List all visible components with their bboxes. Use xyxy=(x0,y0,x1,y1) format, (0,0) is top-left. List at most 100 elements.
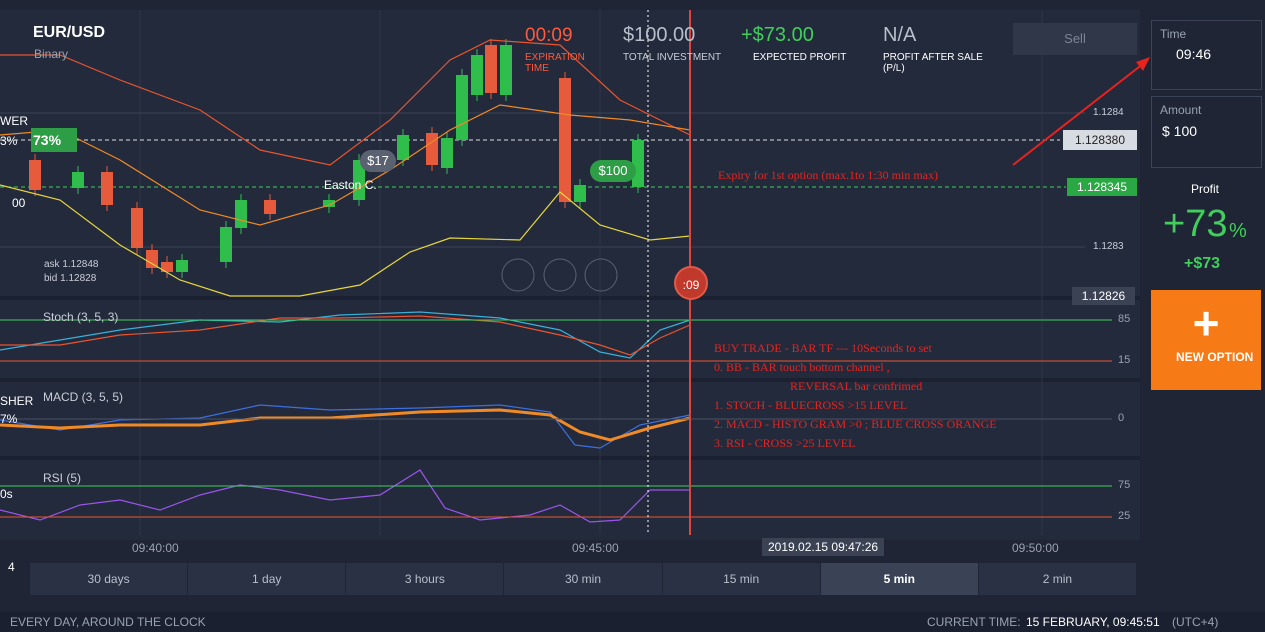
candle xyxy=(176,260,188,272)
footer xyxy=(0,612,1265,632)
candle xyxy=(397,135,409,160)
candle xyxy=(559,78,571,202)
candle xyxy=(456,75,468,140)
candle xyxy=(235,200,247,228)
strategy-note: BUY TRADE - BAR TF --- 10Seconds to set xyxy=(714,341,932,355)
candle xyxy=(426,133,438,165)
chart-canvas xyxy=(0,10,1150,535)
candle xyxy=(101,172,113,205)
plus-icon: + xyxy=(1192,297,1220,349)
strategy-note: 2. MACD - HISTO GRAM >0 ; BLUE CROSS ORA… xyxy=(714,417,997,431)
timeframe-tab[interactable]: 30 min xyxy=(504,563,662,595)
timer: 00:09 xyxy=(525,25,573,46)
sale-profit-label: PROFIT AFTER SALE (P/L) xyxy=(883,52,983,74)
timeframe-tab[interactable]: 30 days xyxy=(30,563,188,595)
macd-blue xyxy=(0,404,691,449)
arrow xyxy=(1012,59,1149,166)
other-trader: Easton C. xyxy=(324,178,377,192)
candle xyxy=(146,250,158,268)
time-label: 09:40:00 xyxy=(132,541,179,555)
strategy-note: 3. RSI - CROSS >25 LEVEL xyxy=(714,436,856,450)
expected-profit-label: EXPECTED PROFIT xyxy=(753,52,847,63)
zoom-button xyxy=(501,258,535,292)
candle xyxy=(485,45,497,93)
timeframe-tab[interactable]: 3 hours xyxy=(346,563,504,595)
edge-text: 4 xyxy=(8,560,15,574)
zoom-button xyxy=(584,258,618,292)
indicator-level: 75 xyxy=(1118,479,1131,491)
time-box[interactable] xyxy=(1151,20,1262,90)
indicator-level: 15 xyxy=(1118,354,1131,366)
investment: $100.00 xyxy=(623,24,696,46)
edge-text: 0s xyxy=(0,487,13,501)
expected-profit: +$73.00 xyxy=(741,24,814,46)
price-label: 1.1283 xyxy=(1093,241,1124,252)
low-price: 1.12826 xyxy=(1072,287,1135,305)
indicator-name: RSI (5) xyxy=(43,471,82,485)
strategy-note: 0. BB - BAR touch bottom channel , xyxy=(714,360,890,374)
payout: 73% xyxy=(31,128,77,152)
bid: bid 1.12828 xyxy=(44,273,97,284)
countdown: :09 xyxy=(674,266,708,300)
candle xyxy=(29,160,41,190)
timeframe-tab[interactable]: 2 min xyxy=(978,563,1136,595)
amount-label: Amount xyxy=(1160,103,1202,117)
bb-mid xyxy=(0,104,691,226)
macd-orange xyxy=(0,408,691,442)
timezone: (UTC+4) xyxy=(1172,615,1219,629)
indicator-level: 25 xyxy=(1118,510,1131,522)
time-label: 09:45:00 xyxy=(572,541,619,555)
arrow-head xyxy=(1136,57,1150,71)
asset[interactable]: EUR/USD xyxy=(33,24,106,41)
profit-value: +73 xyxy=(1163,203,1228,245)
stoch-blue xyxy=(0,311,691,359)
sale-profit: N/A xyxy=(883,24,917,46)
candle xyxy=(161,262,173,272)
panel-sep xyxy=(0,296,1140,300)
timeframe-tab[interactable]: 1 day xyxy=(188,563,346,595)
timeframe-tab[interactable]: 5 min xyxy=(820,563,978,595)
candle xyxy=(131,208,143,248)
time-label: 09:50:00 xyxy=(1012,541,1059,555)
edge-text: 7% xyxy=(0,412,18,426)
ask: ask 1.12848 xyxy=(44,259,99,270)
candle xyxy=(264,200,276,214)
rsi xyxy=(0,469,690,523)
strategy-note: 1. STOCH - BLUECROSS >15 LEVEL xyxy=(714,398,908,412)
bb-upper xyxy=(0,39,691,166)
edge-text: 00 xyxy=(12,196,26,210)
edge-text: 3% xyxy=(0,134,18,148)
current-time-label: CURRENT TIME: xyxy=(927,615,1021,629)
other-bubble[interactable]: $17 xyxy=(360,150,396,172)
candle xyxy=(500,45,512,95)
time-value[interactable]: 09:46 xyxy=(1176,46,1212,62)
amount-value[interactable]: $ 100 xyxy=(1162,123,1198,139)
bb-lower xyxy=(0,184,691,297)
price-label: 1.1284 xyxy=(1093,107,1124,118)
edge-text: SHER xyxy=(0,394,34,408)
amount-box[interactable] xyxy=(1151,96,1262,168)
candle xyxy=(72,172,84,188)
indicator-name: MACD (3, 5, 5) xyxy=(43,390,124,404)
trade-bubble[interactable]: $100 xyxy=(590,160,636,182)
profit-unit: % xyxy=(1229,220,1247,242)
indicator-name: Stoch (3, 5, 3) xyxy=(43,310,119,324)
strike-price: 1.128345 xyxy=(1067,178,1137,196)
panel-sep xyxy=(0,378,1140,382)
indicator-level: 85 xyxy=(1118,313,1131,325)
new-option-label: NEW OPTION xyxy=(1176,350,1254,364)
indicator-level: 0 xyxy=(1118,412,1125,424)
investment-label: TOTAL INVESTMENT xyxy=(623,52,722,63)
current-price: 1.128380 xyxy=(1063,130,1137,150)
panel-sep xyxy=(0,456,1140,460)
current-time: 15 FEBRUARY, 09:45:51 xyxy=(1026,615,1160,629)
strategy-note: REVERSAL bar confrimed xyxy=(790,379,923,393)
new-option-button[interactable]: + NEW OPTION xyxy=(1151,290,1261,390)
candle xyxy=(574,185,586,202)
profit-amount: +$73 xyxy=(1184,255,1221,272)
sell-button[interactable]: Sell xyxy=(1013,23,1137,55)
candle xyxy=(220,227,232,262)
timeframe-tab[interactable]: 15 min xyxy=(662,563,820,595)
profit-label: Profit xyxy=(1191,182,1220,196)
